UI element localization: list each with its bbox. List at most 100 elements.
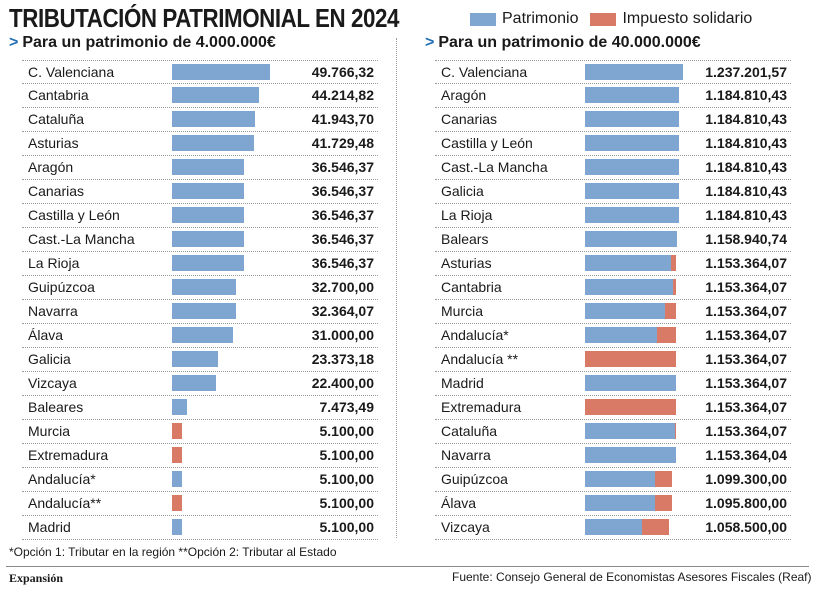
bar-impuesto-solidario: [670, 255, 677, 271]
bar-impuesto-solidario: [172, 495, 183, 511]
category-label: Guipúzcoa: [28, 279, 95, 295]
category-label: Cataluña: [441, 423, 498, 439]
value-label: 41.729,48: [311, 135, 374, 151]
bar-track: [585, 111, 683, 127]
category-label: Guipúzcoa: [441, 471, 508, 487]
bar-track: [172, 279, 270, 295]
legend: Patrimonio Impuesto solidario: [470, 10, 764, 28]
category-label: Vizcaya: [441, 519, 490, 535]
category-label: Castilla y León: [28, 207, 120, 223]
footnote: *Opción 1: Tributar en la región **Opció…: [9, 545, 337, 559]
panel-left-title-text: Para un patrimonio de 4.000.000€: [22, 34, 276, 51]
bar-track: [585, 495, 683, 511]
category-label: La Rioja: [28, 255, 80, 271]
value-label: 1.184.810,43: [705, 135, 787, 151]
bar-row: Cantabria 44.214,82: [22, 84, 378, 108]
bar-patrimonio: [172, 64, 270, 80]
value-label: 5.100,00: [319, 495, 375, 511]
bar-patrimonio: [172, 183, 244, 199]
category-label: Cast.-La Mancha: [441, 159, 548, 175]
legend-item-patrimonio: Patrimonio: [470, 10, 578, 28]
value-label: 1.184.810,43: [705, 159, 787, 175]
bar-track: [585, 183, 683, 199]
legend-label-impuesto-solidario: Impuesto solidario: [622, 10, 753, 27]
bar-track: [172, 399, 270, 415]
value-label: 31.000,00: [311, 327, 374, 343]
bar-impuesto-solidario: [674, 423, 677, 439]
chart-title: TRIBUTACIÓN PATRIMONIAL EN 2024: [9, 3, 400, 33]
value-label: 1.153.364,07: [705, 327, 787, 343]
category-label: Andalucía **: [441, 351, 519, 367]
category-label: Madrid: [441, 375, 484, 391]
bar-row: Castilla y León 36.546,37: [22, 204, 378, 228]
bar-row: Canarias 1.184.810,43: [435, 108, 791, 132]
category-label: La Rioja: [441, 207, 493, 223]
bar-track: [172, 447, 270, 463]
bar-row: Cataluña 41.943,70: [22, 108, 378, 132]
category-label: Extremadura: [28, 447, 109, 463]
category-label: Galicia: [441, 183, 484, 199]
category-label: Aragón: [28, 159, 74, 175]
bar-row: Galicia 23.373,18: [22, 348, 378, 372]
category-label: Madrid: [28, 519, 71, 535]
bar-patrimonio: [585, 447, 677, 463]
bar-track: [585, 327, 683, 343]
value-label: 1.184.810,43: [705, 111, 787, 127]
panel-left-arrow-icon: >: [9, 34, 19, 51]
bar-track: [585, 375, 683, 391]
category-label: Álava: [441, 495, 477, 511]
bar-track: [585, 519, 683, 535]
category-label: Murcia: [441, 303, 484, 319]
category-label: Álava: [28, 327, 64, 343]
value-label: 36.546,37: [311, 231, 374, 247]
bar-row: Andalucía** 5.100,00: [22, 492, 378, 516]
bar-row: Cantabria 1.153.364,07: [435, 276, 791, 300]
bar-patrimonio: [585, 135, 679, 151]
value-label: 1.153.364,07: [705, 375, 787, 391]
bar-track: [172, 231, 270, 247]
category-label: Vizcaya: [28, 375, 77, 391]
bar-track: [585, 399, 683, 415]
bar-row: Vizcaya 1.058.500,00: [435, 516, 791, 540]
legend-label-patrimonio: Patrimonio: [502, 10, 579, 27]
value-label: 5.100,00: [319, 519, 375, 535]
category-label: Canarias: [28, 183, 85, 199]
value-label: 22.400,00: [311, 375, 374, 391]
bar-track: [585, 231, 683, 247]
value-label: 36.546,37: [311, 207, 374, 223]
bar-patrimonio: [172, 135, 255, 151]
bar-row: Murcia 1.153.364,07: [435, 300, 791, 324]
bar-patrimonio: [172, 519, 183, 535]
bar-row: Balears 1.158.940,74: [435, 228, 791, 252]
value-label: 36.546,37: [311, 159, 374, 175]
bar-impuesto-solidario: [172, 423, 183, 439]
category-label: Galicia: [28, 351, 71, 367]
bar-patrimonio: [172, 375, 217, 391]
bar-row: Cast.-La Mancha 36.546,37: [22, 228, 378, 252]
bar-track: [585, 423, 683, 439]
category-label: Andalucía*: [28, 471, 96, 487]
bar-patrimonio: [585, 303, 665, 319]
bar-track: [172, 135, 270, 151]
bar-patrimonio: [172, 255, 244, 271]
value-label: 1.153.364,07: [705, 399, 787, 415]
value-label: 5.100,00: [319, 471, 375, 487]
bar-patrimonio: [172, 303, 236, 319]
bar-row: C. Valenciana 1.237.201,57: [435, 60, 791, 84]
bar-track: [585, 255, 683, 271]
value-label: 5.100,00: [319, 447, 375, 463]
value-label: 5.100,00: [319, 423, 375, 439]
value-label: 1.058.500,00: [705, 519, 787, 535]
value-label: 32.364,07: [311, 303, 374, 319]
category-label: C. Valenciana: [441, 64, 528, 80]
bar-patrimonio: [585, 519, 643, 535]
bar-patrimonio: [172, 111, 255, 127]
bar-patrimonio: [172, 327, 234, 343]
bar-patrimonio: [172, 399, 187, 415]
bar-patrimonio: [172, 159, 244, 175]
bar-row: Baleares 7.473,49: [22, 396, 378, 420]
bar-row: Canarias 36.546,37: [22, 180, 378, 204]
value-label: 1.153.364,07: [705, 303, 787, 319]
bar-row: Navarra 32.364,07: [22, 300, 378, 324]
bar-patrimonio: [585, 495, 655, 511]
